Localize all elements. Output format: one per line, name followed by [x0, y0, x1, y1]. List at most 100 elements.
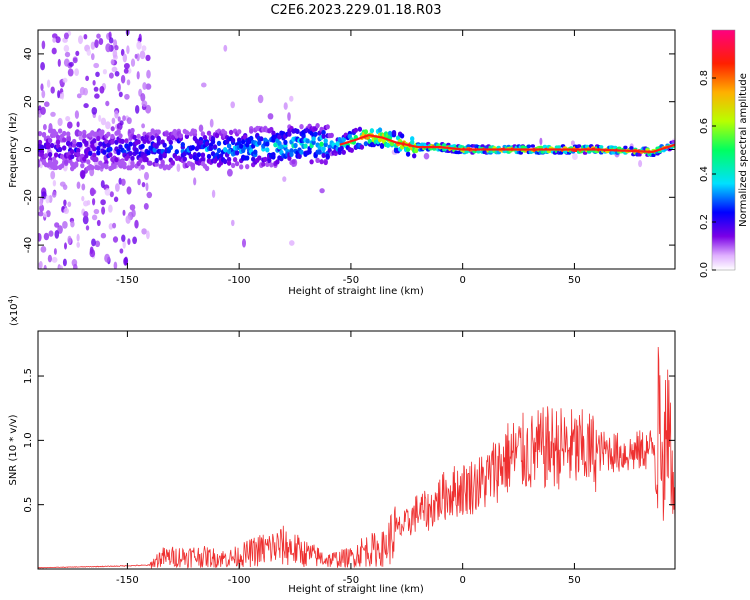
heatmap-cell [116, 148, 121, 154]
heatmap-cell [146, 150, 151, 156]
heatmap-cell [122, 115, 126, 122]
heatmap-cell [86, 49, 92, 56]
heatmap-cell [122, 209, 126, 216]
heatmap-cell [385, 142, 391, 148]
heatmap-cell [47, 254, 53, 263]
heatmap-cell [108, 152, 113, 158]
heatmap-cell [67, 121, 73, 129]
heatmap-cell [282, 176, 287, 182]
heatmap-cell [106, 131, 111, 137]
heatmap-cell [576, 144, 582, 148]
heatmap-cell [110, 139, 115, 145]
heatmap-cell [321, 146, 326, 152]
heatmap-cell [178, 133, 183, 139]
heatmap-cell [325, 153, 330, 159]
heatmap-cell [279, 144, 284, 150]
heatmap-cell [305, 138, 310, 144]
heatmap-cell [136, 40, 142, 50]
heatmap-cell [218, 153, 224, 159]
heatmap-cell [70, 149, 75, 155]
heatmap-cell [65, 116, 71, 122]
heatmap-cell [73, 263, 78, 269]
heatmap-cell [257, 94, 264, 104]
heatmap-cell [637, 152, 642, 157]
heatmap-cell [200, 156, 206, 163]
heatmap-cell [127, 238, 131, 246]
heatmap-cell [291, 159, 296, 165]
heatmap-cell [321, 133, 326, 139]
heatmap-cell [63, 199, 67, 206]
heatmap-cell [231, 219, 235, 227]
heatmap-cell [307, 149, 312, 155]
heatmap-cell [303, 143, 308, 149]
heatmap-cell [480, 144, 485, 148]
heatmap-cell [214, 132, 220, 138]
heatmap-cell [170, 160, 175, 166]
heatmap-cell [70, 154, 75, 160]
heatmap-cell [558, 151, 564, 155]
heatmap-cell [232, 157, 238, 163]
heatmap-cell [124, 256, 129, 265]
heatmap-cell [293, 142, 298, 149]
heatmap-cell [105, 121, 111, 130]
heatmap-cell [50, 111, 56, 117]
heatmap-cell [109, 72, 114, 79]
heatmap-cell [117, 83, 121, 92]
heatmap-cell [47, 152, 53, 158]
heatmap-cell [341, 149, 346, 155]
heatmap-cell [143, 203, 149, 210]
heatmap-cell [100, 180, 105, 189]
heatmap-cell [112, 222, 117, 229]
heatmap-cell [112, 49, 118, 58]
heatmap-cell [63, 32, 69, 40]
heatmap-cell [66, 140, 71, 147]
heatmap-cell [201, 82, 207, 88]
heatmap-cell [234, 150, 240, 156]
heatmap-cell [193, 177, 197, 186]
heatmap-cell [227, 168, 233, 177]
heatmap-cell [114, 110, 119, 119]
heatmap-cell [89, 249, 96, 258]
heatmap-cell [50, 170, 56, 180]
heatmap-cell [145, 182, 149, 192]
heatmap-cell [46, 79, 51, 88]
heatmap-cell [82, 133, 87, 139]
heatmap-cell [62, 77, 68, 83]
heatmap-cell [410, 136, 415, 142]
heatmap-cell [146, 69, 151, 79]
y-multiplier-exponent: 4 [7, 298, 15, 303]
heatmap-cell [526, 144, 531, 149]
heatmap-cell [130, 155, 135, 161]
heatmap-cell [168, 139, 173, 145]
heatmap-cell [277, 134, 282, 140]
heatmap-cell [93, 62, 100, 69]
heatmap-cell [289, 148, 294, 154]
heatmap-cell [100, 129, 105, 135]
heatmap-cell [156, 140, 161, 146]
heatmap-cell [134, 149, 139, 155]
heatmap-cell [112, 236, 119, 243]
heatmap-cell [335, 141, 340, 147]
heatmap-cell [76, 181, 81, 189]
heatmap-cell [41, 132, 47, 138]
y-tick-label: 0.5 [23, 497, 34, 513]
heatmap-cell [136, 71, 140, 80]
heatmap-cell [265, 161, 270, 167]
heatmap-cell [145, 104, 152, 114]
heatmap-cell [90, 165, 95, 171]
heatmap-cell [110, 59, 115, 65]
heatmap-cell [327, 144, 332, 150]
heatmap-cell [118, 91, 123, 98]
heatmap-cell [138, 157, 143, 163]
x-tick-label: -100 [228, 275, 251, 286]
heatmap-cell [38, 211, 44, 217]
heatmap-cell [74, 110, 79, 119]
heatmap-cell [315, 157, 320, 163]
heatmap-cell [126, 117, 132, 125]
heatmap-cell [190, 162, 196, 168]
heatmap-cell [128, 141, 133, 147]
heatmap-cell [109, 191, 114, 198]
heatmap-cell [116, 128, 121, 134]
heatmap-cell [611, 150, 616, 155]
heatmap-cell [40, 61, 45, 71]
